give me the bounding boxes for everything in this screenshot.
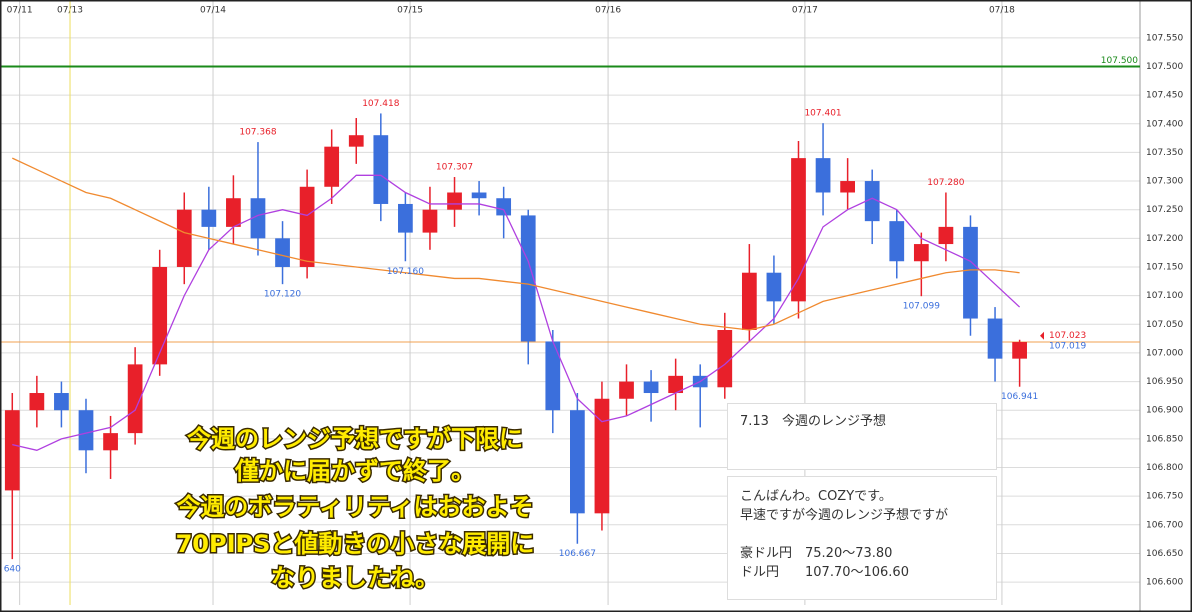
candle-body — [815, 158, 831, 193]
high-label: 107.368 — [239, 128, 276, 138]
low-label: 107.099 — [903, 302, 940, 312]
candle-body — [152, 266, 168, 365]
candle-body — [348, 135, 364, 147]
card-line: 早速ですが今週のレンジ予想ですが — [740, 508, 949, 523]
x-tick-label: 07/11 — [7, 6, 33, 16]
ma-line — [12, 174, 1021, 451]
candle-body — [717, 330, 733, 388]
candle-body — [103, 433, 118, 451]
candle-body — [594, 398, 610, 514]
candle-body — [398, 203, 413, 233]
candle-body — [520, 215, 536, 342]
ma-line — [12, 157, 1020, 331]
x-tick-label: 07/17 — [792, 6, 818, 16]
candle-body — [643, 381, 659, 394]
high-label: 107.401 — [804, 109, 841, 119]
high-label: 107.307 — [436, 163, 473, 173]
candle-body — [668, 375, 684, 394]
y-tick-label: 106.650 — [1146, 549, 1183, 559]
y-tick-label: 106.800 — [1146, 463, 1183, 473]
low-label: 106.941 — [1001, 392, 1038, 402]
candle-body — [54, 393, 69, 411]
high-label: 107.418 — [362, 99, 399, 109]
low-label: 107.160 — [387, 267, 424, 277]
y-tick-label: 107.250 — [1146, 205, 1183, 215]
candle-body — [275, 238, 290, 267]
y-tick-label: 107.450 — [1146, 91, 1183, 101]
y-tick-label: 107.400 — [1146, 119, 1183, 129]
candle-body — [938, 226, 954, 245]
candle-body — [250, 198, 266, 239]
candle-body — [127, 364, 143, 434]
candle-body — [201, 209, 217, 227]
candle-body — [299, 186, 315, 267]
candle-body — [4, 410, 20, 491]
h-line-label: 107.500 — [1101, 56, 1138, 66]
y-tick-label: 107.350 — [1146, 148, 1183, 158]
y-tick-label: 107.300 — [1146, 177, 1183, 187]
candle-body — [619, 381, 634, 399]
card-line: ドル円 107.70〜106.60 — [740, 565, 909, 580]
overlay-text: 今週のレンジ予想ですが下限に — [187, 425, 523, 453]
x-tick-label: 07/14 — [200, 6, 226, 16]
y-tick-label: 107.200 — [1146, 234, 1183, 244]
candle-body — [741, 272, 757, 330]
high-label: 107.280 — [927, 178, 964, 188]
candle-body — [78, 410, 94, 451]
card-line: 豪ドル円 75.20〜73.80 — [740, 546, 893, 561]
y-tick-label: 106.750 — [1146, 492, 1183, 502]
candle-body — [471, 192, 487, 199]
candle-body — [791, 158, 806, 302]
y-tick-label: 106.600 — [1146, 578, 1183, 588]
candle-body — [570, 410, 585, 514]
overlay-text: 今週のボラティリティはおおよそ — [176, 493, 533, 521]
candle-body — [176, 209, 192, 267]
candle-body — [766, 272, 782, 302]
card-body: こんばんわ。COZYです。 早速ですが今週のレンジ予想ですが 豪ドル円 75.2… — [727, 476, 997, 600]
card-line: こんばんわ。COZYです。 — [740, 489, 892, 504]
y-tick-label: 107.150 — [1146, 262, 1183, 272]
overlay-text: 70PIPSと値動きの小さな展開に — [176, 530, 535, 558]
y-tick-label: 106.850 — [1146, 434, 1183, 444]
overlay-text: なりましたね。 — [271, 564, 439, 592]
x-tick-label: 07/18 — [989, 6, 1015, 16]
candle-body — [324, 146, 340, 187]
y-tick-label: 107.100 — [1146, 291, 1183, 301]
x-tick-label: 07/15 — [397, 6, 423, 16]
candle-body — [545, 341, 561, 411]
price-tag: 107.019 — [1049, 342, 1086, 352]
card-header: 7.13 今週のレンジ予想 — [727, 403, 997, 470]
y-tick-label: 107.000 — [1146, 348, 1183, 358]
overlay-text: 僅かに届かずで終了。 — [234, 457, 475, 485]
candle-body — [447, 192, 462, 210]
y-tick-label: 106.950 — [1146, 377, 1183, 387]
candle-body — [373, 135, 389, 204]
candle-body — [889, 221, 905, 262]
candle-body — [963, 226, 978, 319]
price-tag: 107.023 — [1049, 331, 1086, 341]
y-tick-label: 107.050 — [1146, 320, 1183, 330]
candle-body — [913, 244, 929, 262]
candle-body — [840, 181, 855, 193]
candle-body — [226, 198, 241, 227]
candle-body — [29, 393, 45, 411]
y-tick-label: 107.500 — [1146, 62, 1183, 72]
low-label: 640 — [4, 565, 21, 575]
y-tick-label: 107.550 — [1146, 33, 1183, 43]
candle-body — [496, 198, 512, 216]
y-tick-label: 106.700 — [1146, 520, 1183, 530]
candle-body — [987, 318, 1003, 359]
card-title: 7.13 今週のレンジ予想 — [740, 414, 886, 429]
x-tick-label: 07/16 — [595, 6, 621, 16]
price-arrow — [1040, 331, 1044, 340]
candle-body — [864, 181, 880, 222]
low-label: 107.120 — [264, 290, 301, 300]
candle-body — [1012, 342, 1027, 359]
low-label: 106.667 — [559, 549, 596, 559]
candle-body — [422, 209, 438, 233]
y-tick-label: 106.900 — [1146, 406, 1183, 416]
